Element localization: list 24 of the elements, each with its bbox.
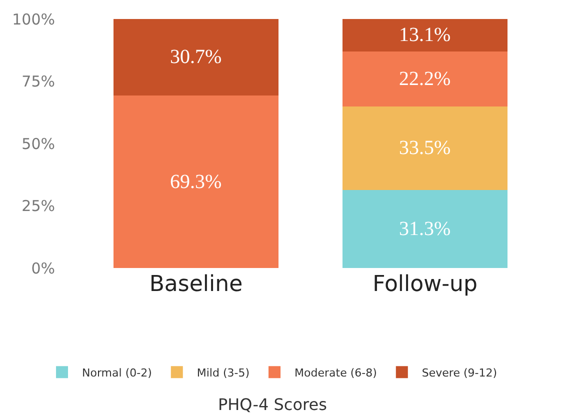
x-tick-label: Follow-up [372,272,478,297]
data-label: 33.5% [399,137,451,159]
legend-label: Severe (9-12) [422,366,498,380]
y-tick-label: 0% [31,259,55,278]
bar [114,95,278,268]
bar [342,51,508,107]
y-tick-label: 50% [22,134,55,153]
x-tick-label: Baseline [149,272,243,297]
data-label: 22.2% [399,68,451,90]
y-tick-label: 25% [22,197,55,215]
legend-label: Normal (0-2) [82,366,152,380]
legend-title: PHQ-4 Scores [218,395,327,414]
bar [114,19,278,96]
y-tick-label: 100% [12,10,55,28]
data-label: 30.7% [170,46,222,68]
data-label: 13.1% [399,24,451,46]
legend-label: Moderate (6-8) [294,366,377,380]
legend-label: Mild (3-5) [196,366,250,380]
y-tick-label: 75% [22,72,55,90]
bar [342,106,508,190]
bar [342,19,508,52]
bar [342,190,508,268]
data-label: 69.3% [170,171,222,193]
data-label: 31.3% [399,218,451,240]
